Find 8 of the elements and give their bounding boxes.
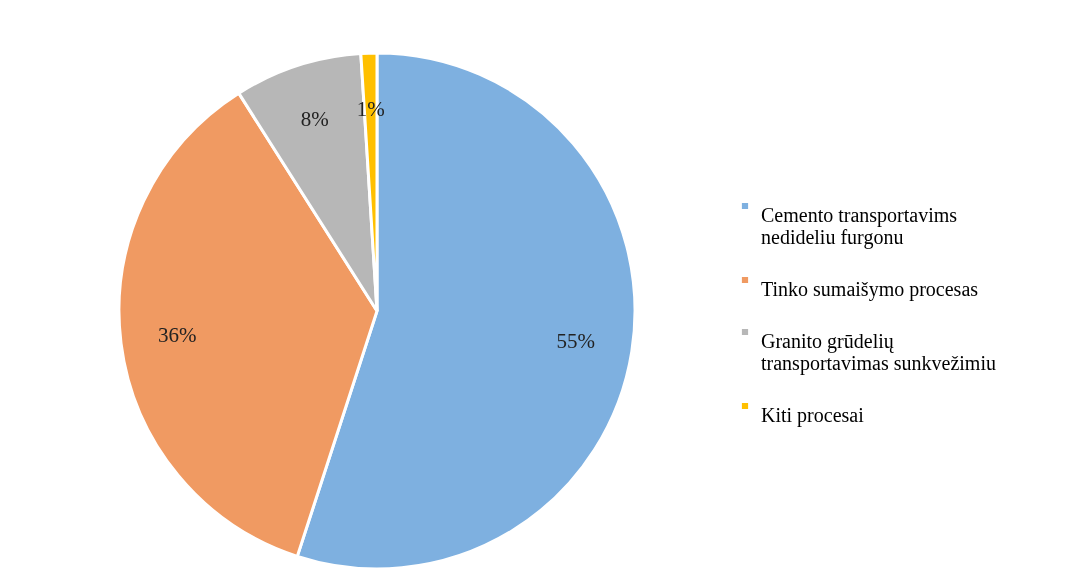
legend-label: Granito grūdelių transportavimas sunkvežimiu	[761, 330, 996, 375]
data-label: 55%	[556, 329, 596, 354]
data-label: 1%	[356, 96, 385, 121]
legend-label: Kiti procesai	[761, 404, 865, 427]
data-label: 8%	[300, 106, 329, 131]
legend-label: Cemento transportavims nedideliu furgonu	[761, 204, 958, 249]
legend-label: Tinko sumaišymo procesas	[761, 278, 979, 301]
data-label: 36%	[158, 323, 197, 348]
